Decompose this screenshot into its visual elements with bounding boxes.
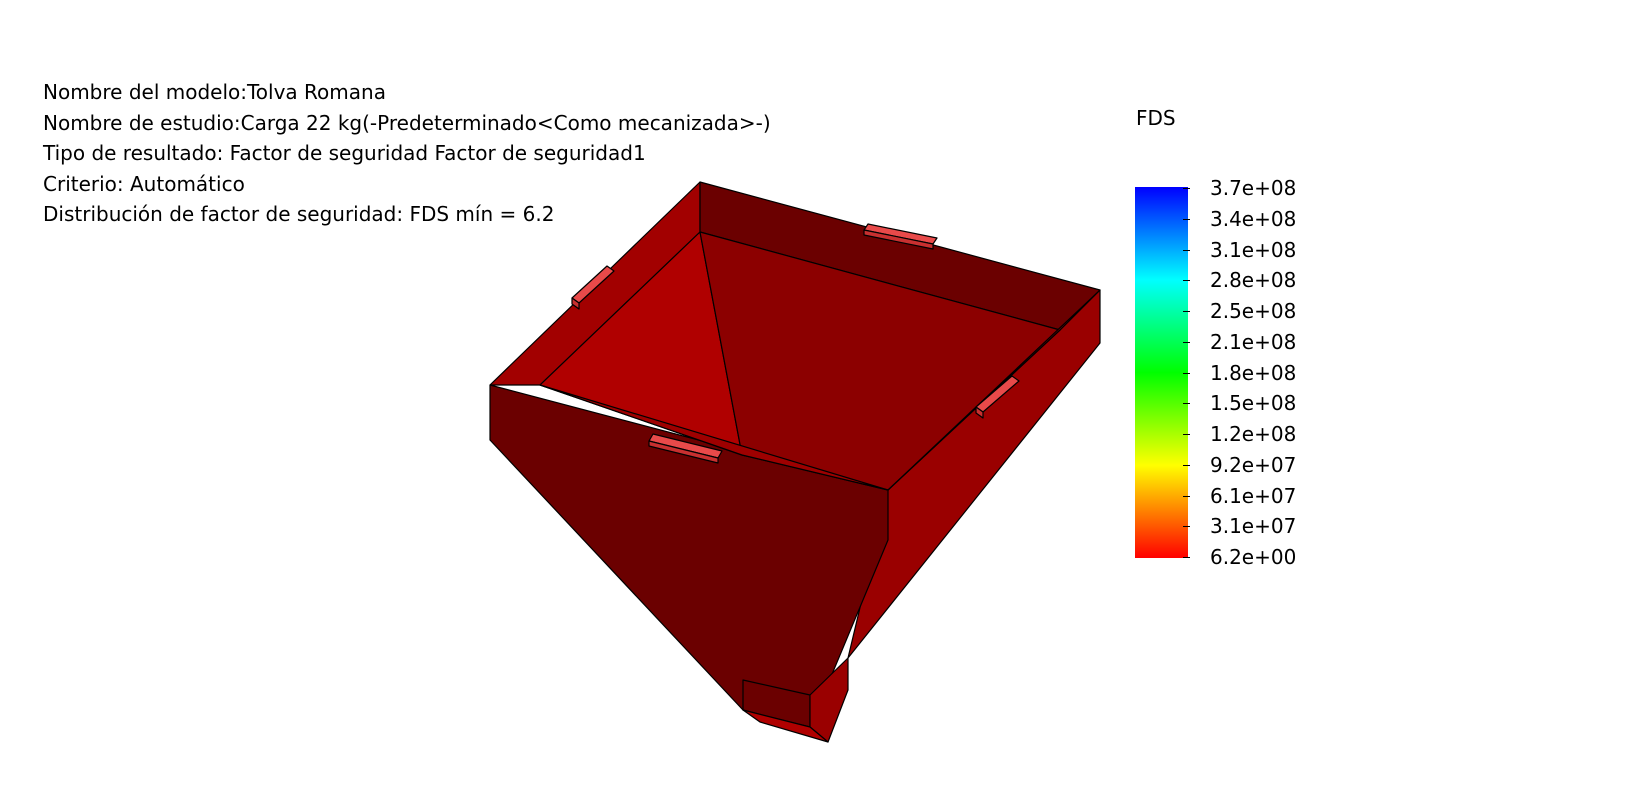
fos-distribution-text: Distribución de factor de seguridad: FDS…	[43, 202, 555, 226]
result-type-text: Tipo de resultado: Factor de seguridad F…	[43, 141, 646, 165]
colorbar-tick-label: 9.2e+07	[1210, 452, 1297, 477]
colorbar-tick-label: 3.1e+08	[1210, 237, 1297, 262]
colorbar-tick-label: 3.1e+07	[1210, 514, 1297, 539]
model-info-panel: Nombre del modelo:Tolva Romana Nombre de…	[43, 77, 771, 230]
hopper-right-rim	[887, 289, 1101, 491]
colorbar-tick-label: 3.7e+08	[1210, 176, 1297, 200]
fos-colorbar	[1135, 187, 1188, 558]
colorbar-tick-mark	[1183, 526, 1190, 528]
colorbar-tick-mark	[1183, 218, 1190, 220]
colorbar-tick-mark	[1183, 311, 1190, 312]
colorbar-tick-label: 2.5e+08	[1210, 299, 1297, 323]
mounting-tab-back	[863, 223, 938, 250]
hopper-inner-front-face	[539, 384, 889, 491]
colorbar-tick-label: 1.2e+08	[1210, 422, 1297, 446]
colorbar-tick-mark	[1183, 341, 1190, 343]
colorbar-tick-label: 3.4e+08	[1210, 206, 1297, 231]
legend-title: FDS	[1136, 106, 1176, 130]
mounting-tab-left	[571, 265, 615, 310]
hopper-spout-bottom	[742, 709, 829, 743]
colorbar-tick-label: 1.8e+08	[1210, 360, 1297, 385]
mounting-tab-front	[648, 433, 723, 464]
colorbar-tick-label: 6.2e+00	[1210, 545, 1297, 569]
colorbar-tick-mark	[1183, 188, 1190, 189]
hopper-spout-side	[809, 657, 849, 743]
colorbar-tick-label: 2.1e+08	[1210, 329, 1297, 354]
colorbar-tick-label: 6.1e+07	[1210, 483, 1297, 508]
colorbar-tick-mark	[1183, 372, 1190, 374]
colorbar-tick-label: 2.8e+08	[1210, 268, 1297, 293]
colorbar-tick-label: 1.5e+08	[1210, 391, 1297, 416]
study-name-text: Nombre de estudio:Carga 22 kg(-Predeterm…	[43, 110, 771, 135]
model-name-text: Nombre del modelo:Tolva Romana	[43, 80, 386, 104]
colorbar-tick-mark	[1183, 557, 1190, 558]
colorbar-ticks: 3.7e+08 3.4e+08 3.1e+08 2.8e+08 2.5e+08 2.1e+…	[1183, 178, 1323, 567]
colorbar-tick-mark	[1183, 403, 1190, 405]
colorbar-tick-mark	[1183, 464, 1190, 466]
colorbar-tick-mark	[1183, 495, 1190, 497]
colorbar-tick-mark	[1183, 280, 1190, 282]
colorbar-tick-mark	[1183, 434, 1190, 435]
mounting-tab-right	[975, 375, 1020, 419]
colorbar-tick-mark	[1183, 249, 1190, 251]
criterion-text: Criterio: Automático	[43, 171, 245, 196]
